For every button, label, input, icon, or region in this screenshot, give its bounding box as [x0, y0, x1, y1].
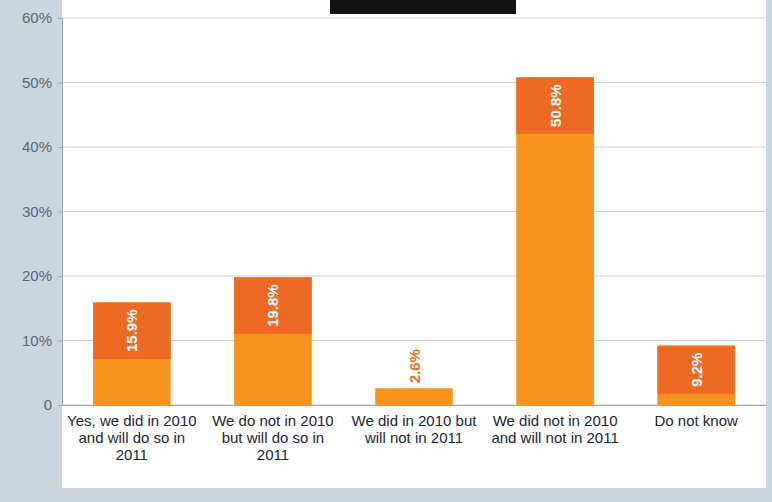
bar-cap	[234, 277, 312, 334]
x-tick-label: We did not in 2010and will not in 2011	[491, 412, 618, 446]
y-tick: 20%	[22, 267, 62, 284]
data-label: 9.2%	[688, 353, 705, 387]
x-tick: We do not in 2010but will do so in2011	[212, 412, 333, 464]
x-tick: Yes, we did in 2010and will do so in2011	[67, 412, 197, 464]
y-tick-label: 40%	[22, 138, 52, 155]
header-box	[330, 0, 516, 14]
x-tick: Do not know	[654, 412, 738, 429]
x-tick-label-line: Yes, we did in 2010	[67, 412, 197, 429]
y-tick-label: 50%	[22, 74, 52, 91]
y-tick-mark	[58, 83, 62, 84]
y-tick-mark	[58, 276, 62, 277]
data-labels: 15.9% 19.8% 2.6% 50.8% 9.2%	[123, 84, 704, 387]
y-tick-mark	[58, 341, 62, 342]
y-tick-mark	[58, 405, 62, 406]
grid-line	[62, 18, 766, 19]
y-tick-label: 60%	[22, 9, 52, 26]
bar	[657, 346, 735, 405]
bar-cap	[93, 302, 171, 359]
y-axis: 0 10% 20% 30% 40% 50% 60%	[22, 9, 63, 413]
y-tick-label: 10%	[22, 332, 52, 349]
x-tick-label-line: We do not in 2010	[212, 412, 333, 429]
x-tick-label: We do not in 2010but will do so in2011	[212, 412, 333, 464]
bar	[93, 302, 171, 405]
x-tick-label-line: and will not in 2011	[491, 429, 618, 446]
bars	[93, 77, 735, 405]
y-axis-line	[58, 19, 63, 406]
x-tick-label: Yes, we did in 2010and will do so in2011	[67, 412, 197, 464]
y-tick-label: 30%	[22, 203, 52, 220]
x-axis-line	[63, 405, 767, 406]
grid-line	[62, 211, 766, 212]
x-axis: Yes, we did in 2010and will do so in2011…	[63, 406, 767, 464]
bar	[234, 277, 312, 405]
bar	[516, 77, 594, 405]
y-tick: 60%	[22, 9, 62, 26]
plot-panel	[62, 0, 766, 488]
x-tick-label-line: will not in 2011	[364, 429, 463, 446]
y-tick-mark	[58, 18, 62, 19]
grid-line	[62, 147, 766, 148]
x-tick-label-line: 2011	[116, 446, 148, 463]
y-tick-label: 0	[44, 396, 52, 413]
x-tick-label-line: but will do so in	[222, 429, 325, 446]
grid-line	[62, 82, 766, 83]
x-tick-label: We did in 2010 butwill not in 2011	[352, 412, 478, 446]
grid-line	[62, 276, 766, 277]
x-tick-label-line: We did in 2010 but	[352, 412, 478, 429]
x-tick: We did not in 2010and will not in 2011	[491, 412, 618, 446]
data-label: 50.8%	[547, 84, 564, 127]
data-label: 19.8%	[264, 284, 281, 327]
y-tick-mark	[58, 212, 62, 213]
bar-cap	[657, 346, 735, 394]
y-tick: 30%	[22, 203, 62, 220]
bar	[375, 388, 453, 405]
grid	[62, 18, 766, 405]
x-tick-label-line: 2011	[257, 446, 289, 463]
x-tick-label-line: We did not in 2010	[493, 412, 618, 429]
x-tick: We did in 2010 butwill not in 2011	[352, 412, 478, 446]
x-tick-label-line: Do not know	[654, 412, 738, 429]
y-tick: 0	[44, 396, 62, 413]
y-tick: 10%	[22, 332, 62, 349]
x-tick-label: Do not know	[654, 412, 738, 429]
data-label: 2.6%	[406, 349, 423, 383]
y-tick: 50%	[22, 74, 62, 91]
y-tick-mark	[58, 147, 62, 148]
background	[0, 0, 772, 502]
bar-cap	[516, 77, 594, 134]
x-tick-label-line: and will do so in	[78, 429, 185, 446]
data-label: 15.9%	[123, 309, 140, 352]
y-tick: 40%	[22, 138, 62, 155]
y-tick-label: 20%	[22, 267, 52, 284]
